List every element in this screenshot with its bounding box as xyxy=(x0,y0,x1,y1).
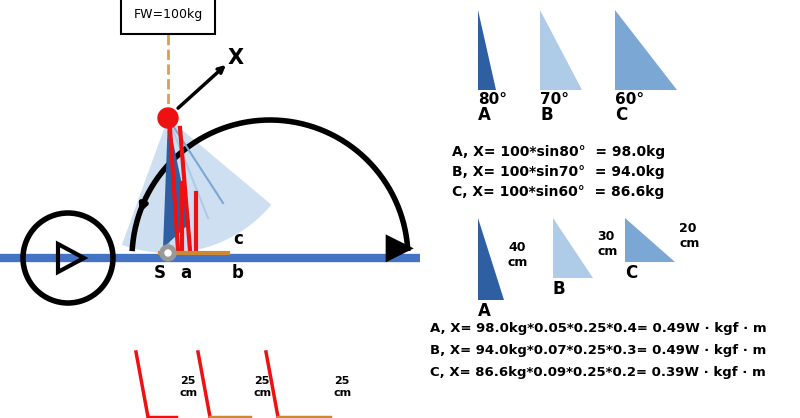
Text: 70°: 70° xyxy=(540,92,569,107)
Polygon shape xyxy=(625,218,675,262)
Circle shape xyxy=(165,250,171,256)
Text: c: c xyxy=(233,230,243,248)
Text: X: X xyxy=(228,48,244,68)
Text: 30
cm: 30 cm xyxy=(597,230,618,258)
Text: 20
cm: 20 cm xyxy=(679,222,699,250)
Text: A, X= 98.0kg*0.05*0.25*0.4= 0.49W · kgf · m: A, X= 98.0kg*0.05*0.25*0.4= 0.49W · kgf … xyxy=(430,322,766,335)
Text: 80°: 80° xyxy=(478,92,507,107)
Text: B: B xyxy=(553,280,566,298)
Text: 40
cm: 40 cm xyxy=(508,241,528,269)
Text: B, X= 100*sin70°  = 94.0kg: B, X= 100*sin70° = 94.0kg xyxy=(452,165,665,179)
Polygon shape xyxy=(386,234,414,263)
Text: 25
cm: 25 cm xyxy=(334,376,352,398)
Text: B, X= 94.0kg*0.07*0.25*0.3= 0.49W · kgf · m: B, X= 94.0kg*0.07*0.25*0.3= 0.49W · kgf … xyxy=(430,344,766,357)
Text: A: A xyxy=(478,106,491,124)
Text: A, X= 100*sin80°  = 98.0kg: A, X= 100*sin80° = 98.0kg xyxy=(452,145,665,159)
Text: B: B xyxy=(540,106,553,124)
Text: C, X= 86.6kg*0.09*0.25*0.2= 0.39W · kgf · m: C, X= 86.6kg*0.09*0.25*0.2= 0.39W · kgf … xyxy=(430,366,766,379)
Polygon shape xyxy=(478,10,496,90)
Circle shape xyxy=(158,108,178,128)
Polygon shape xyxy=(553,218,593,278)
Text: 25
cm: 25 cm xyxy=(180,376,198,398)
Polygon shape xyxy=(615,10,677,90)
Text: S: S xyxy=(154,264,166,282)
Text: 25
cm: 25 cm xyxy=(254,376,272,398)
Polygon shape xyxy=(122,118,271,253)
Text: C: C xyxy=(625,264,638,282)
Polygon shape xyxy=(163,118,190,248)
Text: a: a xyxy=(181,264,191,282)
Polygon shape xyxy=(540,10,582,90)
Circle shape xyxy=(160,245,176,261)
Text: 60°: 60° xyxy=(615,92,644,107)
Polygon shape xyxy=(478,218,504,300)
Text: FW=100kg: FW=100kg xyxy=(134,8,202,21)
Text: A: A xyxy=(478,302,491,320)
Text: C: C xyxy=(615,106,627,124)
Text: C, X= 100*sin60°  = 86.6kg: C, X= 100*sin60° = 86.6kg xyxy=(452,185,664,199)
Text: b: b xyxy=(232,264,244,282)
